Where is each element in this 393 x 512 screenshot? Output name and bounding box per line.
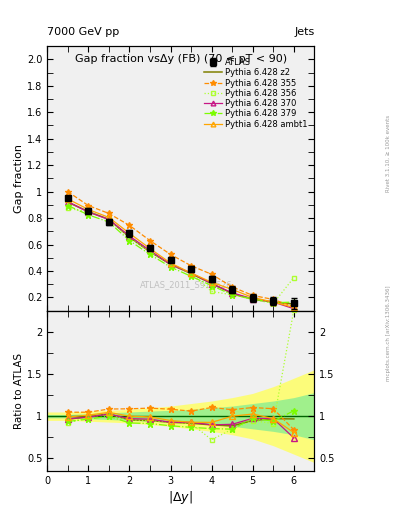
- Y-axis label: Gap fraction: Gap fraction: [14, 144, 24, 213]
- Pythia 6.428 z2: [271, 299, 275, 305]
- Text: Rivet 3.1.10, ≥ 100k events: Rivet 3.1.10, ≥ 100k events: [386, 115, 391, 192]
- Pythia 6.428 z2: [107, 216, 111, 222]
- Pythia 6.428 z2: [86, 208, 91, 215]
- Line: Pythia 6.428 z2: Pythia 6.428 z2: [68, 202, 294, 304]
- Pythia 6.428 z2: [209, 281, 214, 287]
- Text: Jets: Jets: [294, 27, 314, 37]
- Text: mcplots.cern.ch [arXiv:1306.3436]: mcplots.cern.ch [arXiv:1306.3436]: [386, 285, 391, 380]
- Pythia 6.428 z2: [230, 290, 235, 296]
- Text: ATLAS_2011_S912626: ATLAS_2011_S912626: [140, 280, 232, 289]
- X-axis label: $|\Delta y|$: $|\Delta y|$: [168, 488, 193, 506]
- Text: 7000 GeV pp: 7000 GeV pp: [47, 27, 119, 37]
- Pythia 6.428 z2: [250, 296, 255, 303]
- Pythia 6.428 z2: [292, 301, 296, 307]
- Y-axis label: Ratio to ATLAS: Ratio to ATLAS: [14, 353, 24, 429]
- Text: Gap fraction vsΔy (FB) (70 < pT < 90): Gap fraction vsΔy (FB) (70 < pT < 90): [75, 54, 287, 64]
- Pythia 6.428 z2: [189, 270, 193, 276]
- Legend: ATLAS, Pythia 6.428 z2, Pythia 6.428 355, Pythia 6.428 356, Pythia 6.428 370, Py: ATLAS, Pythia 6.428 z2, Pythia 6.428 355…: [201, 55, 310, 131]
- Pythia 6.428 z2: [65, 199, 70, 205]
- Pythia 6.428 z2: [168, 261, 173, 267]
- Pythia 6.428 z2: [127, 234, 132, 240]
- Pythia 6.428 z2: [148, 249, 152, 255]
